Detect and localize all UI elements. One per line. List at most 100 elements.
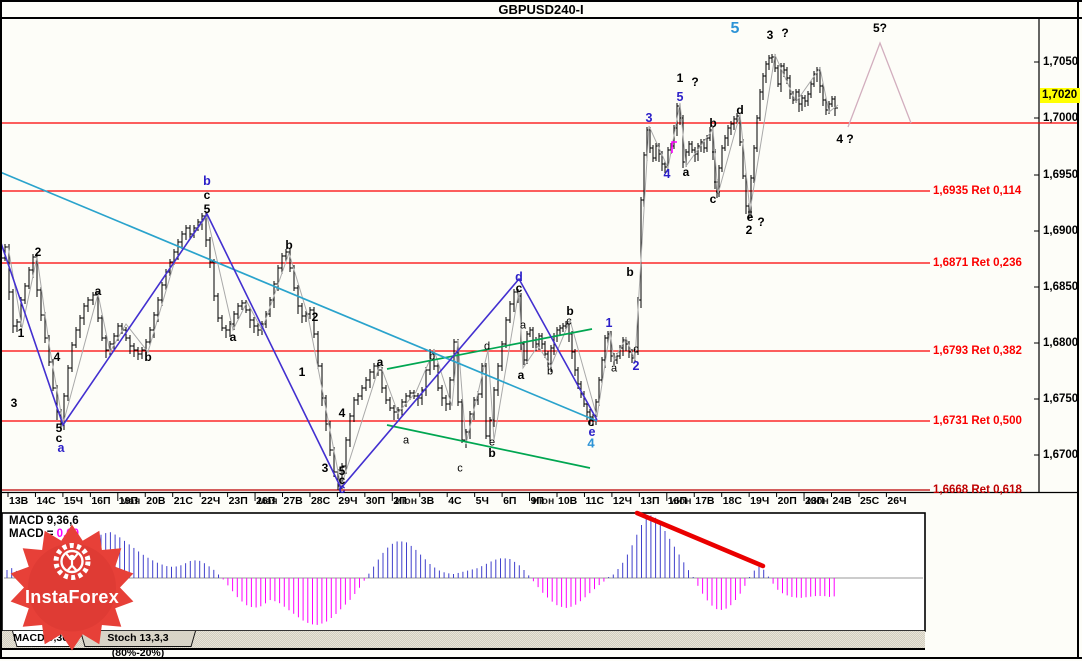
wave-label: c <box>709 192 717 206</box>
wave-label: e <box>746 210 754 224</box>
time-tick-label: 17В <box>695 495 715 507</box>
frame-top <box>0 0 1082 2</box>
wave-label: a <box>229 330 237 344</box>
wave-label: b <box>546 365 554 378</box>
wave-label: c <box>338 481 346 496</box>
time-tick-label: 19П <box>118 495 139 507</box>
wave-label: 1 <box>605 315 613 330</box>
wave-label: 1 <box>676 71 684 85</box>
wave-label: b <box>285 238 293 252</box>
time-tick-label: 22Ч <box>201 495 221 507</box>
price-tick-label: 1,7000 <box>1043 111 1079 124</box>
current-price-tag: 1,7020 <box>1040 88 1080 103</box>
wave-label: 2 <box>632 358 640 373</box>
wave-label: 2 <box>34 245 42 259</box>
wave-label: a <box>402 434 410 447</box>
time-tick-label: 25С <box>859 495 880 507</box>
macd-value-label: MACD = <box>9 528 54 540</box>
wave-label: 3 <box>766 28 774 42</box>
wave-label: 5 <box>203 202 211 216</box>
wave-label: 2 <box>745 223 753 237</box>
wave-label: 5? <box>872 21 888 35</box>
month-label: мая <box>258 495 278 507</box>
time-tick-label: 30П <box>365 495 386 507</box>
price-tick-label: 1,6750 <box>1043 392 1079 405</box>
time-tick-label: 26Ч <box>887 495 907 507</box>
wave-label: d <box>736 103 744 117</box>
wave-label: a <box>517 368 525 382</box>
wave-label: 1 <box>298 365 306 379</box>
wave-label: 1 <box>17 326 25 340</box>
price-tick-label: 1,6950 <box>1043 168 1079 181</box>
price-tick-label: 1,6850 <box>1043 280 1079 293</box>
time-tick-label: 21С <box>173 495 193 507</box>
wave-label: c <box>633 343 639 356</box>
wave-label: 4 <box>663 166 671 181</box>
frame-left <box>0 0 2 659</box>
wave-label: d <box>515 269 523 284</box>
month-label: июн <box>669 495 692 507</box>
tab-stoch[interactable]: Stoch 13,3,3 (80%-20%) <box>80 631 196 659</box>
fib-level-label: 1,6871 Ret 0,236 <box>933 257 1022 269</box>
logo-star-icon <box>10 524 134 651</box>
wave-label: c <box>515 281 523 295</box>
time-tick-label: 12Ч <box>612 495 632 507</box>
wave-label: a <box>519 319 527 332</box>
time-tick-label: 3В <box>420 495 435 507</box>
time-tick-label: 23П <box>228 495 248 507</box>
time-tick-label: 15Ч <box>63 495 83 507</box>
price-tick-label: 1,6900 <box>1043 224 1079 237</box>
wave-label: a <box>610 362 618 375</box>
time-tick-label: 2П <box>393 495 407 507</box>
logo-text: InstaForex <box>24 587 120 607</box>
wave-label: a <box>94 284 102 298</box>
time-tick-label: 6П <box>503 495 517 507</box>
time-tick-label: 11С <box>585 495 605 507</box>
instaforex-logo: InstaForex <box>7 523 137 653</box>
wave-label: ? <box>691 75 699 89</box>
fib-level-label: 1,6731 Ret 0,500 <box>933 415 1022 427</box>
price-tick-label: 1,6700 <box>1043 448 1079 461</box>
wave-label: b <box>626 265 634 279</box>
wave-label: 4 ? <box>836 132 854 146</box>
wave-label: 2 <box>311 310 319 324</box>
month-label: июн <box>395 495 418 507</box>
wave-label: 5 <box>55 421 63 435</box>
fib-level-label: 1,6935 Ret 0,114 <box>933 185 1022 197</box>
wave-label: b <box>709 116 717 130</box>
wave-label: c <box>338 473 346 487</box>
time-tick-label: 24В <box>832 495 852 507</box>
time-tick-label: 29Ч <box>338 495 358 507</box>
wave-label: b <box>488 446 496 460</box>
time-tick-label: 20П <box>777 495 797 507</box>
wave-label: 5 <box>676 89 684 104</box>
wave-label: 3 <box>10 396 18 410</box>
wave-label: e <box>588 424 596 439</box>
wave-label: a <box>682 165 690 179</box>
wave-label: e <box>488 436 496 449</box>
title-separator <box>0 17 1082 19</box>
wave-label: c <box>587 415 595 429</box>
time-tick-label: 4С <box>448 495 462 507</box>
macd-params-label: MACD 9,36,6 <box>9 515 79 527</box>
wave-label: 3 <box>321 461 329 475</box>
time-tick-label: 18С <box>722 495 742 507</box>
wave-label: c <box>203 188 211 202</box>
time-tick-label: 16П <box>91 495 111 507</box>
month-label: июн <box>532 495 555 507</box>
time-tick-label: 27В <box>283 495 303 507</box>
fib-level-label: 1,6793 Ret 0,382 <box>933 345 1022 357</box>
time-tick-label: 23П <box>805 495 825 507</box>
time-tick-label: 20В <box>146 495 166 507</box>
wave-label: d <box>483 340 491 353</box>
wave-label: a <box>376 355 384 369</box>
wave-label: 4 <box>338 406 346 420</box>
time-tick-label: 19Ч <box>750 495 770 507</box>
wave-label: 3 <box>645 110 653 125</box>
wave-label: a <box>57 440 65 455</box>
wave-label: b <box>566 304 574 318</box>
wave-label: 5 <box>338 464 346 478</box>
time-tick-label: 13В <box>9 495 29 507</box>
